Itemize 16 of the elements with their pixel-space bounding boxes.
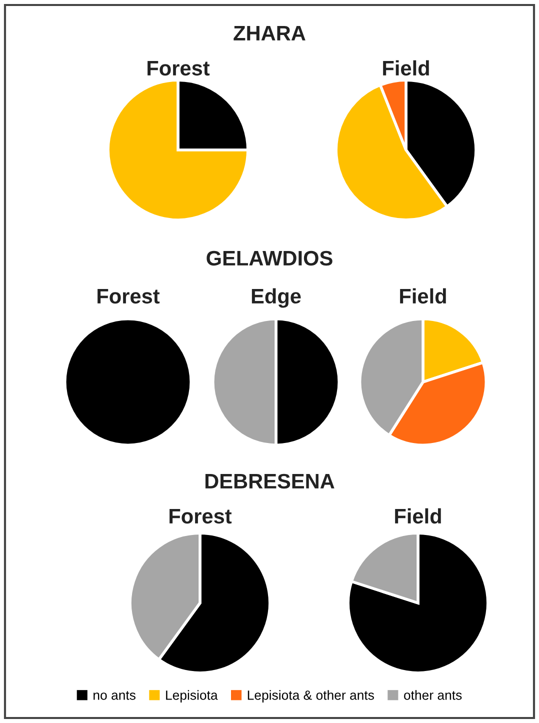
chart-title: Edge: [252, 288, 301, 308]
chart-title: Forest: [148, 61, 210, 76]
chart-title: Field: [383, 60, 429, 76]
chart-title: Forest: [98, 289, 160, 304]
legend-label: other ants: [404, 690, 462, 700]
legend-label: Lepisiota & other ants: [248, 690, 374, 702]
chart-subtitle: DEBRESENA: [205, 474, 334, 489]
legend-label: no ants: [94, 691, 136, 700]
pie-slice: [106, 78, 250, 222]
legend-label: Lepisiota: [166, 690, 218, 702]
chart-subtitle: GELAWDIOS: [206, 250, 332, 266]
chart-title: Forest: [170, 509, 232, 524]
chart-subtitle: ZHARA: [234, 26, 306, 40]
pie-slice: [346, 532, 490, 674]
chart-title: Field: [400, 288, 446, 304]
chart-title: Field: [395, 508, 441, 524]
